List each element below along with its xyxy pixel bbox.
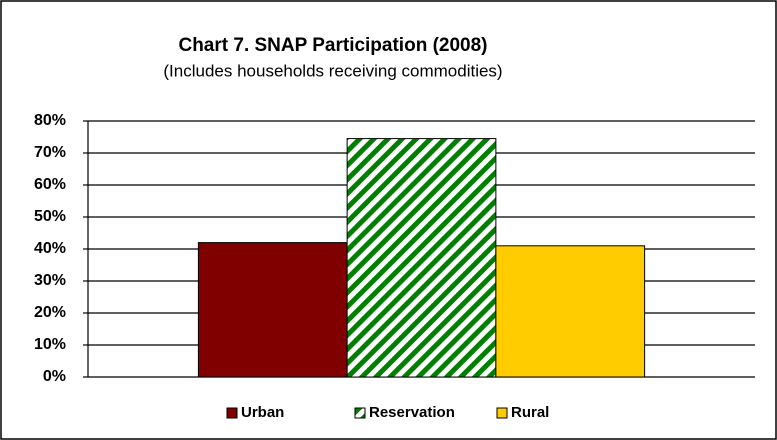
y-tick-label: 20% (34, 304, 66, 321)
legend-label: Rural (511, 404, 549, 421)
chart-subtitle: (Includes households receiving commoditi… (163, 61, 502, 80)
legend-label: Reservation (369, 404, 455, 421)
bar (495, 245, 646, 378)
y-tick-label: 60% (34, 176, 66, 193)
bar (346, 138, 497, 378)
legend-swatch (226, 407, 238, 419)
y-tick-label: 80% (34, 112, 66, 129)
chart-title: Chart 7. SNAP Participation (2008) (178, 35, 487, 56)
legend-swatch (354, 407, 366, 419)
y-tick-label: 40% (34, 240, 66, 257)
y-tick-label: 70% (34, 144, 66, 161)
y-tick-label: 30% (34, 272, 66, 289)
y-tick-label: 0% (43, 368, 66, 385)
bar (197, 242, 348, 378)
legend-label: Urban (241, 404, 284, 421)
y-tick-label: 10% (34, 336, 66, 353)
y-tick-label: 50% (34, 208, 66, 225)
legend-swatch (496, 407, 508, 419)
